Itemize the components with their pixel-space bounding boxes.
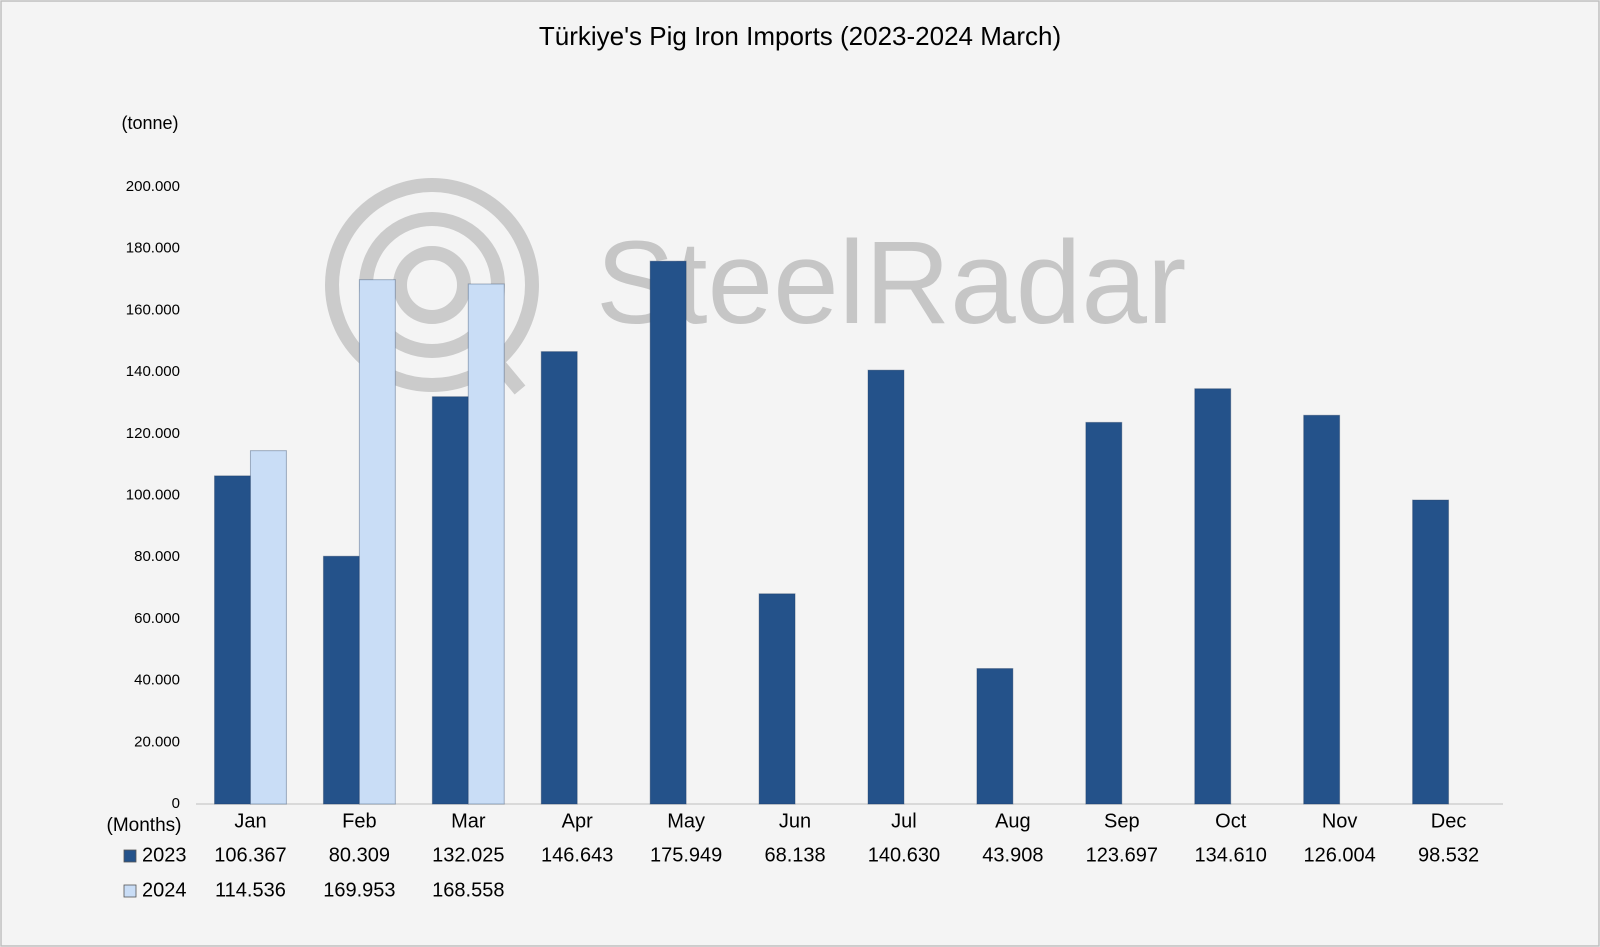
data-table-value: 168.558: [432, 879, 504, 901]
bar: [249, 450, 287, 805]
x-tick-label: Feb: [342, 810, 376, 832]
watermark: SteelRadar: [596, 217, 1186, 349]
x-tick-label: Mar: [451, 810, 486, 832]
data-table-value: 175.949: [650, 844, 722, 866]
x-tick-label: Aug: [995, 810, 1031, 832]
data-table-value: 98.532: [1418, 844, 1479, 866]
y-tick-label: 100.000: [126, 486, 180, 503]
bar: [322, 555, 360, 805]
legend-swatch: [123, 849, 137, 863]
data-table-value: 106.367: [214, 844, 286, 866]
data-table-value: 114.536: [215, 879, 286, 901]
y-tick-label: 200.000: [126, 178, 180, 195]
bar: [1194, 388, 1232, 805]
x-tick-label: Jan: [234, 810, 266, 832]
x-tick-label: May: [667, 810, 705, 832]
legend-label: 2024: [142, 879, 187, 901]
data-table-value: 146.643: [541, 844, 613, 866]
bar: [649, 260, 687, 805]
bar: [976, 668, 1014, 805]
x-axis-label: (Months): [107, 815, 182, 836]
y-tick-label: 60.000: [134, 610, 180, 627]
x-tick-label: Nov: [1322, 810, 1358, 832]
y-tick-label: 140.000: [126, 363, 180, 380]
chart-title: Türkiye's Pig Iron Imports (2023-2024 Ma…: [539, 21, 1061, 51]
y-tick-label: 0: [172, 795, 180, 812]
y-tick-label: 120.000: [126, 425, 180, 442]
data-table-value: 43.908: [982, 844, 1043, 866]
x-tick-label: Sep: [1104, 810, 1140, 832]
x-tick-label: Oct: [1215, 810, 1247, 832]
bar: [467, 283, 505, 805]
bar: [867, 369, 905, 805]
y-tick-label: 40.000: [134, 672, 180, 689]
bar: [540, 351, 578, 805]
bar: [214, 475, 251, 805]
y-tick-label: 180.000: [126, 240, 180, 257]
bar: [1303, 414, 1341, 805]
data-table-value: 134.610: [1195, 844, 1267, 866]
data-table-value: 126.004: [1303, 844, 1375, 866]
y-tick-label: 160.000: [126, 301, 180, 318]
y-tick-label: 20.000: [134, 733, 180, 750]
data-table-value: 68.138: [764, 844, 825, 866]
data-table-value: 123.697: [1086, 844, 1158, 866]
data-table-value: 140.630: [868, 844, 940, 866]
x-tick-label: Jul: [891, 810, 917, 832]
data-table-value: 80.309: [329, 844, 390, 866]
bar: [431, 396, 469, 805]
legend-label: 2023: [142, 844, 187, 866]
y-tick-label: 80.000: [134, 548, 180, 565]
x-tick-label: Apr: [562, 810, 593, 832]
bar: [1412, 499, 1450, 805]
data-table-value: 169.953: [323, 879, 395, 901]
data-table-value: 132.025: [432, 844, 504, 866]
bar: [758, 593, 796, 805]
x-tick-label: Jun: [779, 810, 811, 832]
legend-swatch: [123, 884, 137, 898]
y-axis-label: (tonne): [121, 113, 178, 133]
bar: [358, 279, 396, 805]
x-tick-label: Dec: [1431, 810, 1467, 832]
bar: [1085, 421, 1123, 805]
